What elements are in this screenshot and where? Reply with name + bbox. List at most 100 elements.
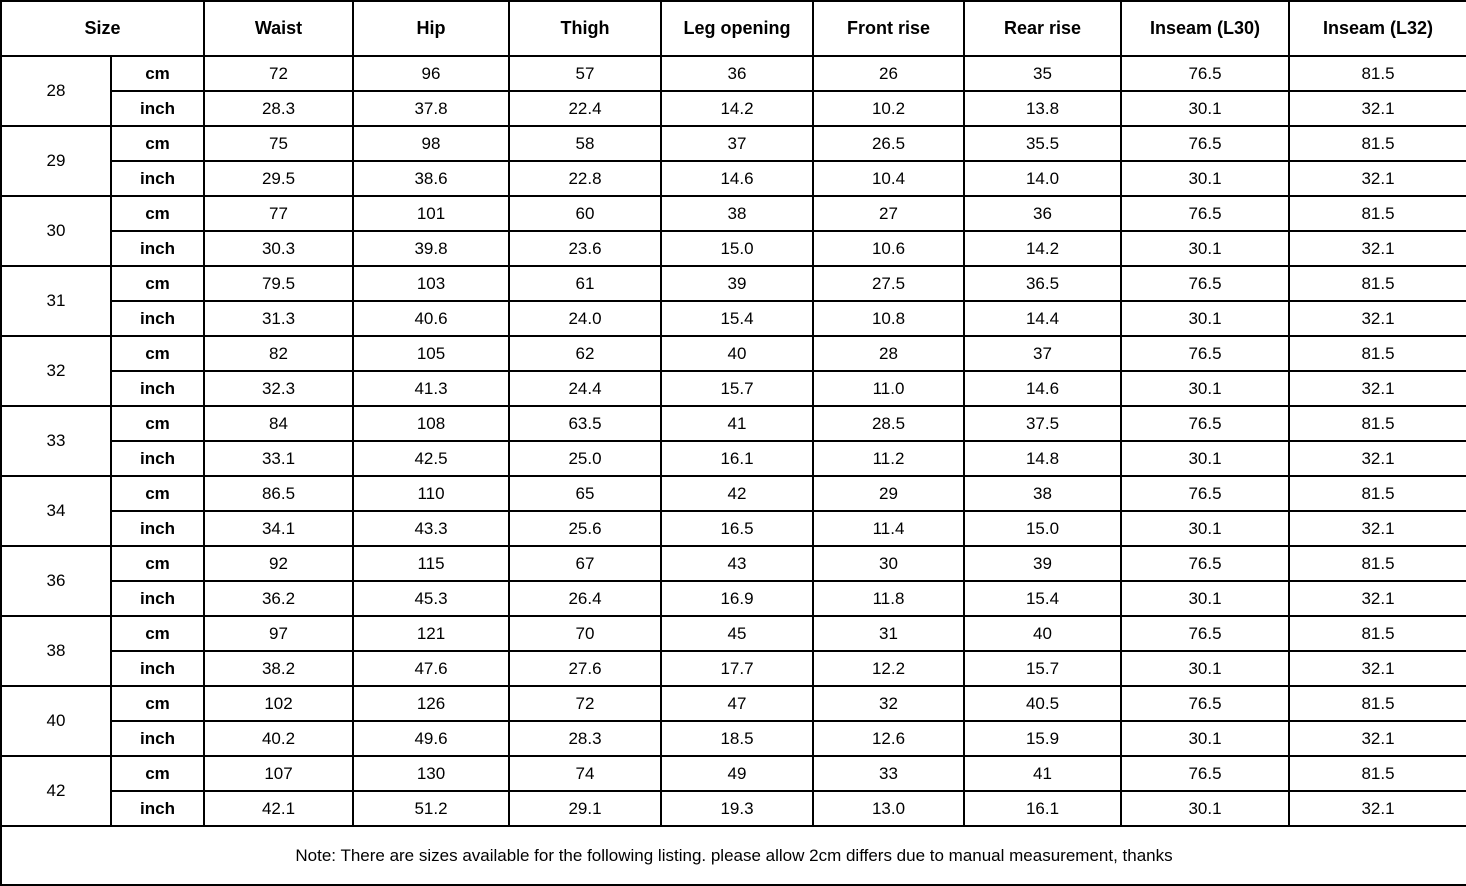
size-label-42: 42 — [0, 755, 112, 827]
size-row-31-inch: inch 31.3 40.6 24.0 15.4 10.8 14.4 30.1 32.1 — [1, 300, 1466, 337]
size-row-30-inch: inch 30.3 39.8 23.6 15.0 10.6 14.2 30.1 32.1 — [1, 230, 1466, 267]
value-cell: 30.1 — [1120, 160, 1290, 197]
value-cell: 36.5 — [963, 265, 1122, 302]
unit-label-cm: cm — [110, 755, 205, 792]
value-cell: 40.2 — [203, 720, 354, 757]
value-cell: 13.8 — [963, 90, 1122, 127]
value-cell: 39 — [660, 265, 814, 302]
value-cell: 81.5 — [1288, 615, 1466, 652]
value-cell: 15.4 — [963, 580, 1122, 617]
value-cell: 76.5 — [1120, 545, 1290, 582]
size-row-34-inch: inch 34.1 43.3 25.6 16.5 11.4 15.0 30.1 32.1 — [1, 510, 1466, 547]
value-cell: 81.5 — [1288, 755, 1466, 792]
value-cell: 11.8 — [812, 580, 965, 617]
value-cell: 98 — [352, 125, 510, 162]
size-row-29-cm: 29 cm 75 98 58 37 26.5 35.5 76.5 81.5 — [0, 125, 1466, 197]
value-cell: 14.2 — [660, 90, 814, 127]
value-cell: 42.5 — [352, 440, 510, 477]
size-label-30: 30 — [0, 195, 112, 267]
value-cell: 76.5 — [1120, 685, 1290, 722]
value-cell: 11.2 — [812, 440, 965, 477]
value-cell: 38.6 — [352, 160, 510, 197]
value-cell: 12.6 — [812, 720, 965, 757]
size-row-32-cm: 32 cm 82 105 62 40 28 37 76.5 81.5 — [0, 335, 1466, 407]
value-cell: 41.3 — [352, 370, 510, 407]
value-cell: 76.5 — [1120, 405, 1290, 442]
value-cell: 24.0 — [508, 300, 662, 337]
value-cell: 26.5 — [812, 125, 965, 162]
unit-label-inch: inch — [110, 790, 205, 827]
value-cell: 110 — [352, 475, 510, 512]
value-cell: 65 — [508, 475, 662, 512]
value-cell: 30.1 — [1120, 790, 1290, 827]
value-cell: 61 — [508, 265, 662, 302]
value-cell: 18.5 — [660, 720, 814, 757]
value-cell: 30.3 — [203, 230, 354, 267]
value-cell: 30.1 — [1120, 580, 1290, 617]
value-cell: 76.5 — [1120, 55, 1290, 92]
value-cell: 30.1 — [1120, 440, 1290, 477]
value-cell: 32.1 — [1288, 650, 1466, 687]
unit-label-cm: cm — [110, 265, 205, 302]
unit-label-cm: cm — [110, 615, 205, 652]
unit-label-inch: inch — [110, 510, 205, 547]
note-row: Note: There are sizes available for the … — [0, 825, 1466, 886]
value-cell: 14.6 — [660, 160, 814, 197]
value-cell: 30.1 — [1120, 650, 1290, 687]
size-row-40-inch: inch 40.2 49.6 28.3 18.5 12.6 15.9 30.1 32.1 — [1, 720, 1466, 757]
value-cell: 23.6 — [508, 230, 662, 267]
value-cell: 15.0 — [660, 230, 814, 267]
value-cell: 39 — [963, 545, 1122, 582]
value-cell: 49.6 — [352, 720, 510, 757]
header-thigh: Thigh — [508, 0, 662, 57]
value-cell: 22.4 — [508, 90, 662, 127]
unit-label-inch: inch — [110, 440, 205, 477]
value-cell: 102 — [203, 685, 354, 722]
value-cell: 105 — [352, 335, 510, 372]
size-label-40: 40 — [0, 685, 112, 757]
value-cell: 32.1 — [1288, 440, 1466, 477]
value-cell: 32.1 — [1288, 160, 1466, 197]
value-cell: 10.8 — [812, 300, 965, 337]
size-row-28-inch: inch 28.3 37.8 22.4 14.2 10.2 13.8 30.1 32.1 — [1, 90, 1466, 127]
value-cell: 16.5 — [660, 510, 814, 547]
value-cell: 81.5 — [1288, 685, 1466, 722]
value-cell: 32.1 — [1288, 230, 1466, 267]
value-cell: 28.3 — [508, 720, 662, 757]
value-cell: 15.0 — [963, 510, 1122, 547]
value-cell: 81.5 — [1288, 265, 1466, 302]
value-cell: 79.5 — [203, 265, 354, 302]
size-row-42-cm: 42 cm 107 130 74 49 33 41 76.5 81.5 — [0, 755, 1466, 827]
value-cell: 115 — [352, 545, 510, 582]
value-cell: 38 — [660, 195, 814, 232]
size-label-32: 32 — [0, 335, 112, 407]
value-cell: 103 — [352, 265, 510, 302]
value-cell: 72 — [508, 685, 662, 722]
value-cell: 41 — [963, 755, 1122, 792]
value-cell: 40.5 — [963, 685, 1122, 722]
header-inseam-l30: Inseam (L30) — [1120, 0, 1290, 57]
value-cell: 15.7 — [963, 650, 1122, 687]
size-label-28: 28 — [0, 55, 112, 127]
unit-label-inch: inch — [110, 650, 205, 687]
value-cell: 76.5 — [1120, 195, 1290, 232]
value-cell: 16.1 — [660, 440, 814, 477]
value-cell: 28 — [812, 335, 965, 372]
value-cell: 82 — [203, 335, 354, 372]
header-inseam-l32: Inseam (L32) — [1288, 0, 1466, 57]
value-cell: 42 — [660, 475, 814, 512]
value-cell: 43 — [660, 545, 814, 582]
value-cell: 28.3 — [203, 90, 354, 127]
value-cell: 15.9 — [963, 720, 1122, 757]
value-cell: 92 — [203, 545, 354, 582]
value-cell: 49 — [660, 755, 814, 792]
size-row-34-cm: 34 cm 86.5 110 65 42 29 38 76.5 81.5 — [0, 475, 1466, 547]
value-cell: 16.9 — [660, 580, 814, 617]
size-label-38: 38 — [0, 615, 112, 687]
value-cell: 17.7 — [660, 650, 814, 687]
value-cell: 10.4 — [812, 160, 965, 197]
value-cell: 42.1 — [203, 790, 354, 827]
value-cell: 14.6 — [963, 370, 1122, 407]
value-cell: 38 — [963, 475, 1122, 512]
